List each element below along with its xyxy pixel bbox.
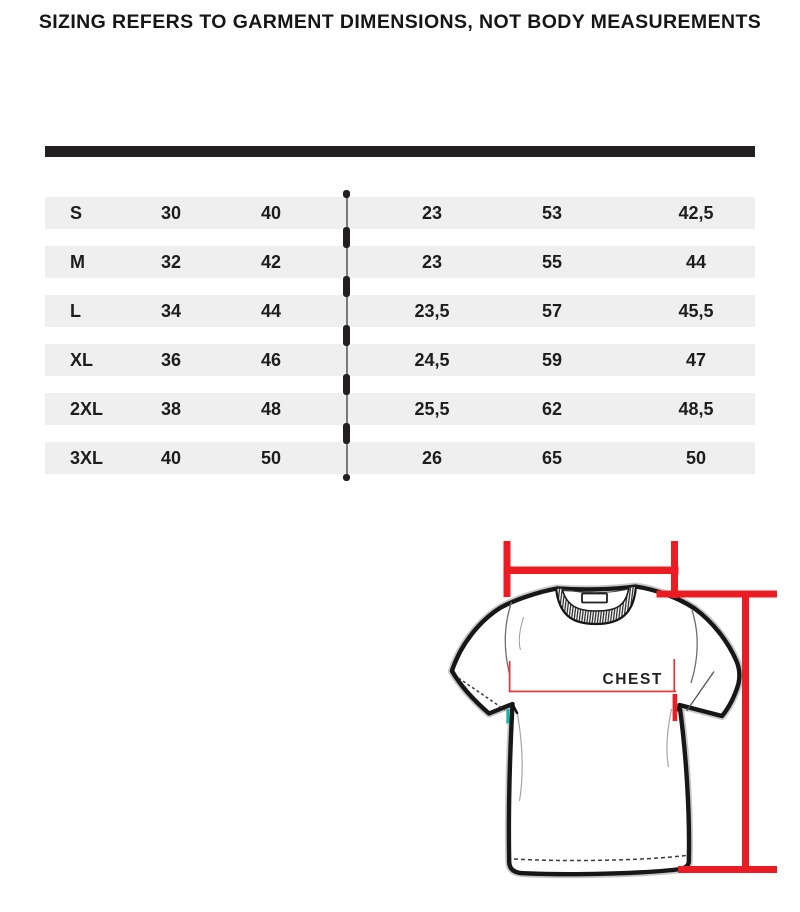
measurement-value: 44: [260, 301, 282, 321]
divider-tick: [343, 374, 350, 395]
measurement-value: 50: [260, 448, 282, 468]
left-cuff-stitch: [458, 677, 506, 711]
tshirt-illustration: [448, 582, 744, 879]
measurement-value: 47: [685, 350, 707, 370]
table-row: S 30 40 23 53 42,5: [45, 197, 755, 229]
chest-left-guide: [508, 661, 511, 692]
length-bottom-tick: [678, 866, 777, 873]
table-row: L 34 44 23,5 57 45,5: [45, 295, 755, 327]
right-cuff-seam: [685, 671, 715, 712]
measurement-value: 59: [541, 350, 563, 370]
teal-artifact: [506, 709, 510, 724]
length-top-tick: [656, 590, 777, 598]
measurement-value: 65: [541, 448, 563, 468]
measurement-value: 23: [421, 252, 443, 272]
size-label: 2XL: [70, 399, 104, 419]
measurement-value: 57: [541, 301, 563, 321]
size-label: XL: [70, 350, 94, 370]
measurement-value: 42,5: [678, 203, 714, 223]
left-armhole-seam: [504, 601, 513, 677]
collar-outer-edge: [554, 585, 638, 626]
measurement-value: 48: [260, 399, 282, 419]
measurement-value: 30: [160, 203, 182, 223]
width-bracket-bar: [503, 566, 679, 574]
right-body-wrinkle: [666, 708, 673, 768]
size-label: 3XL: [70, 448, 104, 468]
chest-right-guide: [673, 659, 676, 692]
measurement-value: 34: [160, 301, 182, 321]
table-row: M 32 42 23 55 44: [45, 246, 755, 278]
measurement-value: 23: [421, 203, 443, 223]
measurement-value: 48,5: [678, 399, 714, 419]
collar-back-seam: [559, 587, 634, 594]
measurement-value: 36: [160, 350, 182, 370]
hem-stitch: [513, 854, 687, 862]
divider-tick: [343, 423, 350, 444]
table-header-bar: [45, 146, 755, 157]
divider-tick: [343, 474, 350, 481]
table-row: 3XL 40 50 26 65 50: [45, 442, 755, 474]
size-label: L: [70, 301, 81, 321]
divider-tick: [343, 276, 350, 297]
size-label: M: [70, 252, 85, 272]
divider-tick: [343, 190, 350, 198]
measurement-value: 62: [541, 399, 563, 419]
measurement-value: 55: [541, 252, 563, 272]
measurement-value: 26: [421, 448, 443, 468]
tshirt-outline: [449, 584, 742, 877]
measurement-value: 42: [260, 252, 282, 272]
chest-guide-lines: [508, 659, 677, 693]
size-label: S: [70, 203, 83, 223]
right-armhole-seam: [690, 609, 698, 684]
width-bracket-right-tick: [671, 541, 678, 598]
measurement-value: 40: [160, 448, 182, 468]
measurement-value: 24,5: [414, 350, 450, 370]
measurement-value: 23,5: [414, 301, 450, 321]
chest-label: CHEST: [602, 671, 663, 688]
measurement-value: 44: [685, 252, 707, 272]
measurement-value: 53: [541, 203, 563, 223]
left-underarm-crease: [511, 702, 519, 715]
table-row: XL 36 46 24,5 59 47: [45, 344, 755, 376]
chest-line: [508, 690, 677, 693]
length-line: [742, 590, 749, 873]
right-underarm-red-segment: [672, 694, 678, 721]
left-body-wrinkle: [516, 713, 523, 802]
table-row: 2XL 38 48 25,5 62 48,5: [45, 393, 755, 425]
measurement-value: 46: [260, 350, 282, 370]
measurement-value: 32: [160, 252, 182, 272]
sizing-disclaimer-title: SIZING REFERS TO GARMENT DIMENSIONS, NOT…: [38, 11, 762, 33]
measurement-marks: [503, 541, 777, 873]
neck-label: [581, 592, 608, 604]
divider-tick: [343, 227, 350, 248]
divider-tick: [343, 325, 350, 346]
measurement-value: 50: [685, 448, 707, 468]
tshirt-measurement-diagram: CHEST: [448, 541, 777, 879]
measurement-value: 40: [260, 203, 282, 223]
measurement-value: 45,5: [678, 301, 714, 321]
measurement-value: 25,5: [414, 399, 450, 419]
left-chest-crease: [518, 616, 524, 651]
measurement-value: 38: [160, 399, 182, 419]
